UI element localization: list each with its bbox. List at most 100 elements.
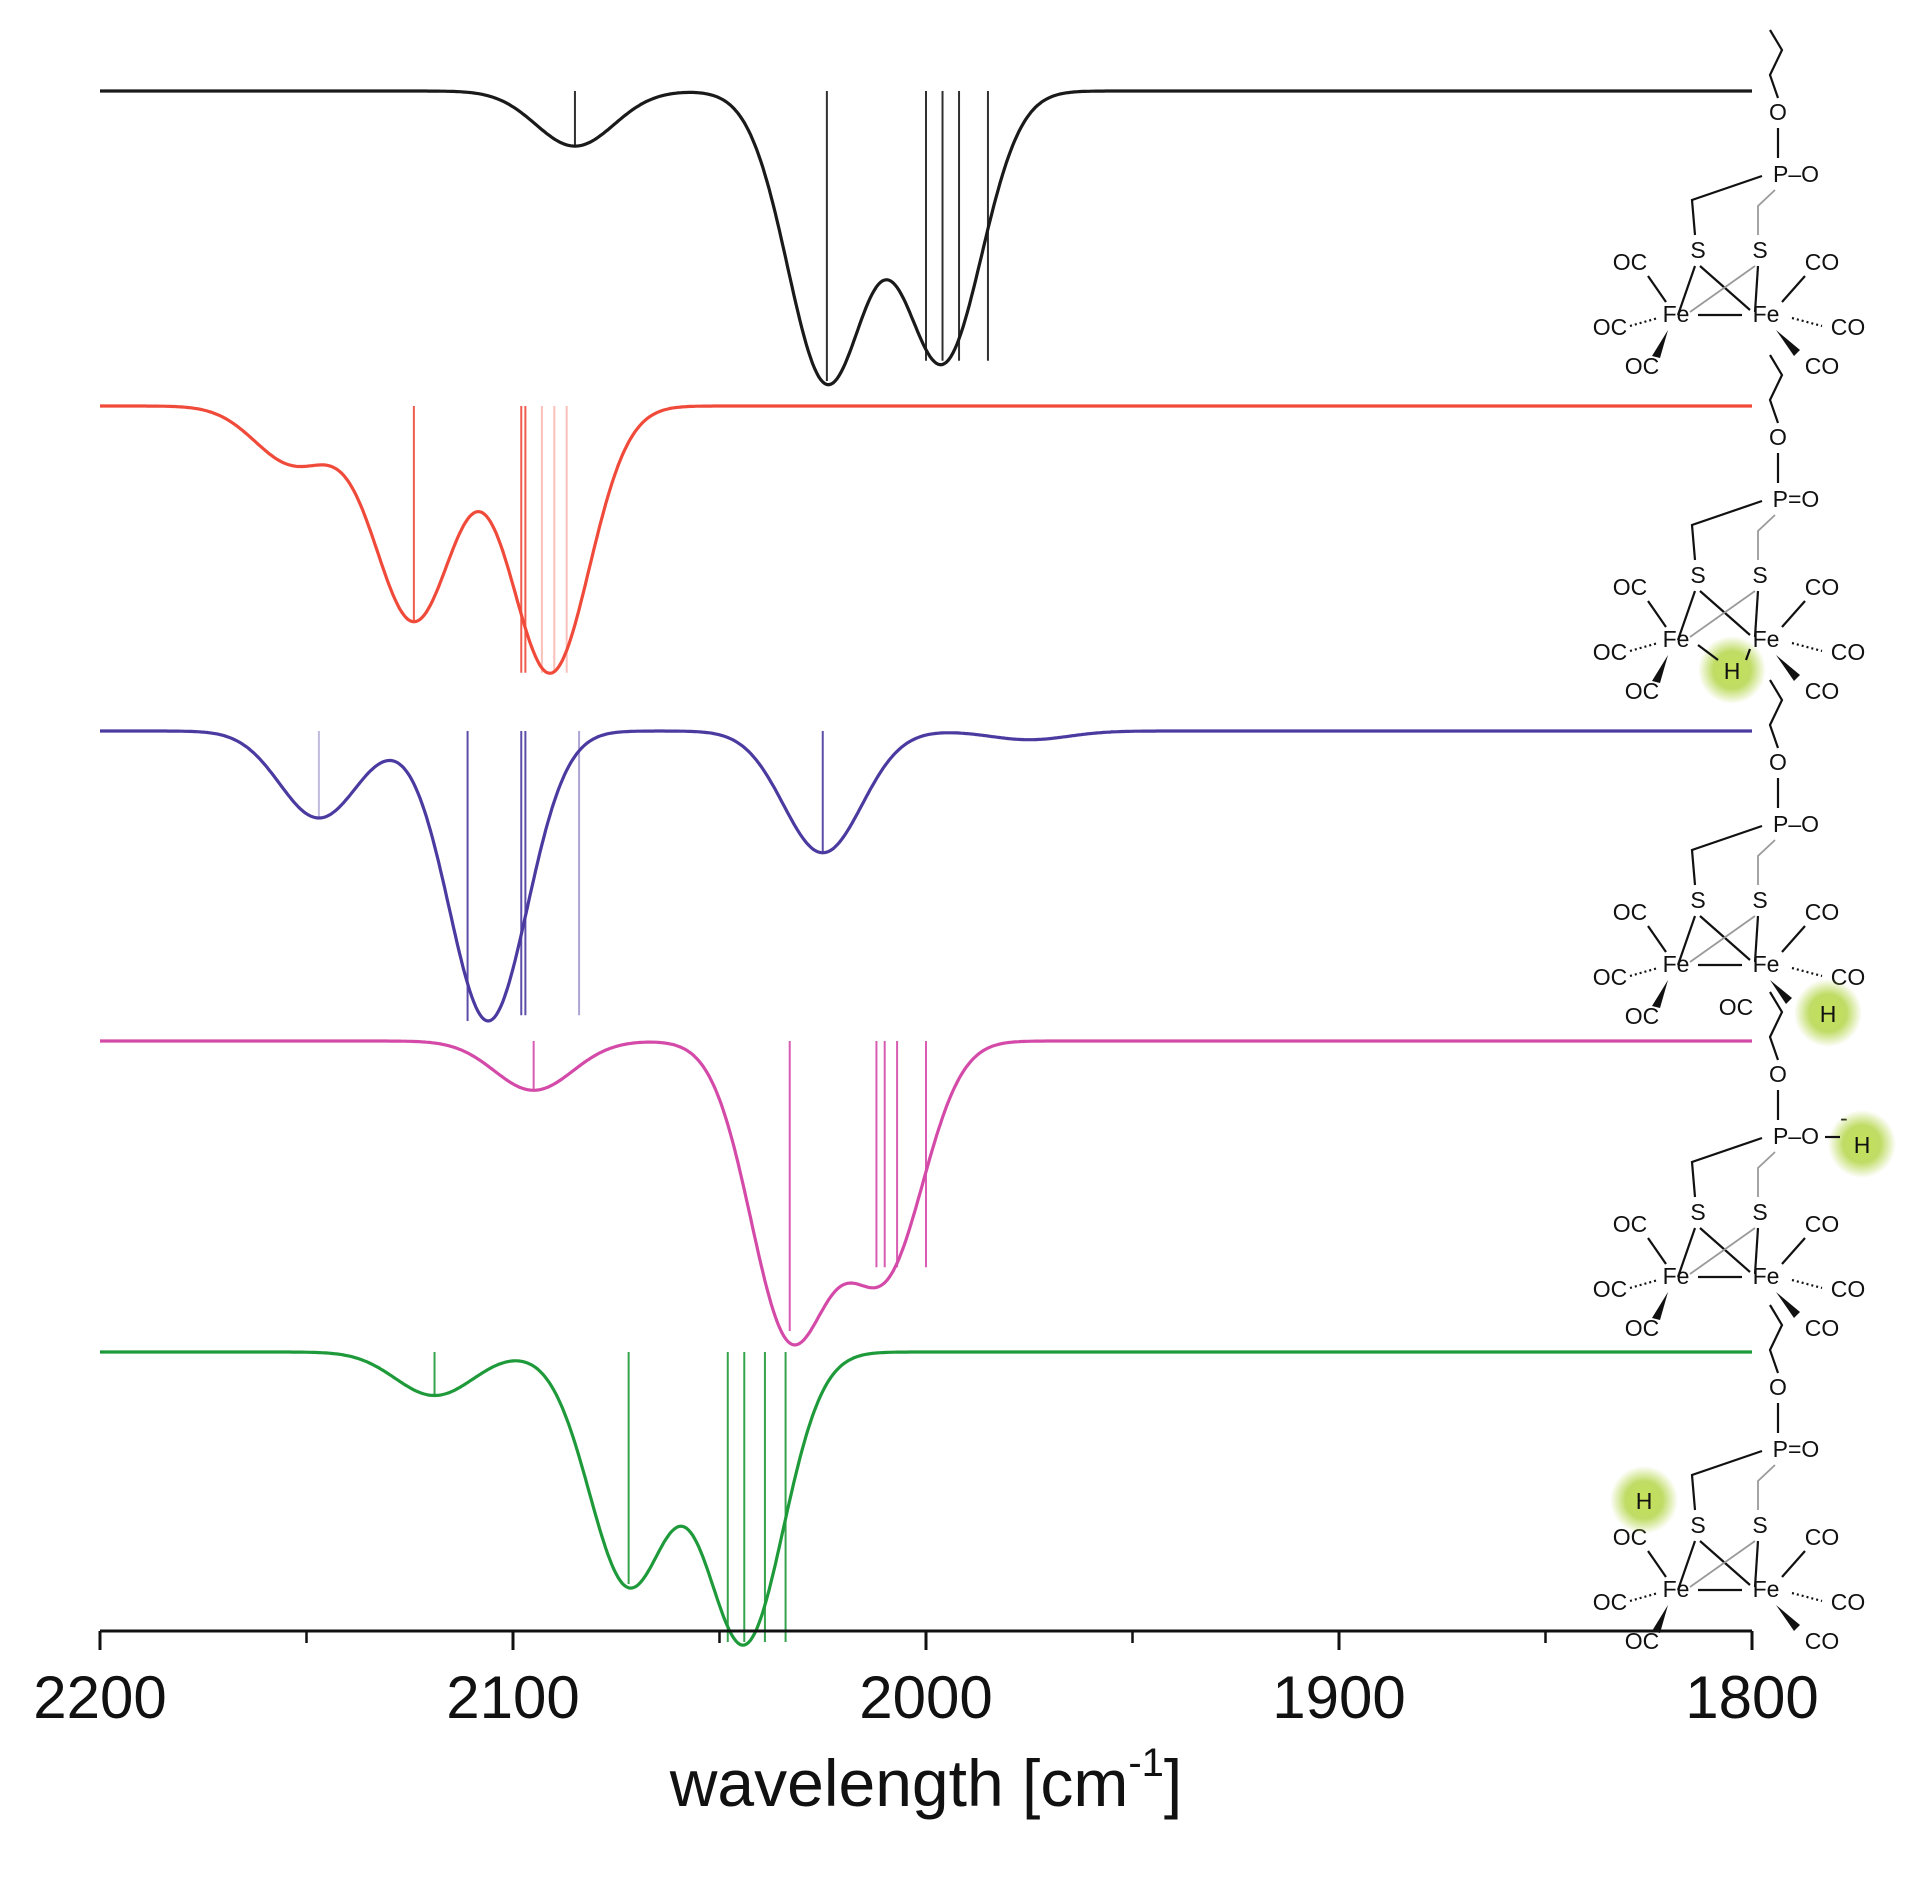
carbonyl-label: CO: [1805, 1628, 1840, 1654]
x-axis-title-superscript: -1: [1128, 1741, 1164, 1785]
fe-co-wedge: [1776, 330, 1800, 356]
sulfur-right-label: S: [1752, 237, 1767, 263]
sulfur-right-label: S: [1752, 887, 1767, 913]
fe-s-bond: [1753, 1227, 1760, 1275]
ethyl-bond: [1768, 1304, 1784, 1374]
fe-s-bond: [1676, 590, 1697, 641]
fe-co-wedge: [1776, 655, 1800, 681]
ester-oxygen-label: O: [1769, 749, 1787, 775]
iron-left-label: Fe: [1663, 626, 1690, 652]
x-axis-ticks: 2200 2100 2000 1900 1800: [33, 1631, 1819, 1731]
fe-s-bond: [1753, 265, 1760, 313]
spectrum-line: [100, 1350, 1752, 1647]
bridge-bond-bold: [1690, 499, 1763, 561]
fe-co-bond: [1781, 925, 1806, 953]
fe-s-bond: [1753, 915, 1760, 963]
phosphorus-label: P=O: [1773, 486, 1820, 512]
sulfur-right-label: S: [1752, 562, 1767, 588]
fe-co-bond: [1647, 1237, 1667, 1265]
x-tick-label: 1800: [1685, 1664, 1818, 1731]
iron-left-label: Fe: [1663, 1576, 1690, 1602]
carbonyl-label: CO: [1805, 1524, 1840, 1550]
hydride-highlight: [1610, 1466, 1678, 1534]
fe-s-bond: [1676, 1540, 1697, 1591]
x-axis-title: wavelength [cm-1]: [669, 1741, 1182, 1820]
phosphorus-label: P–O: [1773, 811, 1819, 837]
fe-s-bond: [1676, 265, 1697, 316]
iron-left-label: Fe: [1663, 1263, 1690, 1289]
fe-co-bond: [1791, 316, 1823, 328]
hydride-highlight: [1828, 1110, 1896, 1178]
spectrum-3: [100, 729, 1752, 1023]
bridge-bond-thin: [1757, 514, 1776, 560]
x-axis-title-close: ]: [1164, 1746, 1182, 1820]
fe-s-bond: [1753, 1540, 1760, 1588]
hydride-label: H: [1854, 1132, 1871, 1158]
ester-oxygen-label: O: [1769, 99, 1787, 125]
carbonyl-label: OC: [1625, 1628, 1660, 1654]
x-axis-title-text: wavelength [cm: [669, 1746, 1129, 1820]
fe-co-bond: [1647, 925, 1667, 953]
carbonyl-label: CO: [1805, 1315, 1840, 1341]
x-tick-label: 1900: [1272, 1664, 1405, 1731]
fe-co-wedge: [1776, 1605, 1800, 1631]
ethyl-bond: [1768, 29, 1784, 99]
ethyl-bond: [1768, 354, 1784, 424]
bridge-bond-bold: [1690, 1449, 1763, 1511]
iron-left-label: Fe: [1663, 951, 1690, 977]
carbonyl-label: OC: [1593, 639, 1628, 665]
carbonyl-label: OC: [1625, 678, 1660, 704]
carbonyl-label: OC: [1593, 1276, 1628, 1302]
spectrum-line: [100, 404, 1752, 675]
carbonyl-label: CO: [1831, 639, 1866, 665]
phosphorus-label: P–O: [1773, 1123, 1819, 1149]
fe-co-bond: [1647, 600, 1667, 628]
carbonyl-label: CO: [1805, 1211, 1840, 1237]
spectrum-1: [100, 89, 1752, 387]
carbonyl-label: OC: [1625, 1003, 1660, 1029]
iron-right-label: Fe: [1753, 951, 1780, 977]
fe-s-bond: [1689, 590, 1756, 638]
carbonyl-label: OC: [1625, 1315, 1660, 1341]
carbonyl-label: CO: [1805, 678, 1840, 704]
fe-co-wedge: [1652, 980, 1668, 1008]
fe-co-bond: [1647, 1550, 1667, 1578]
spectra-layer: [100, 89, 1752, 1647]
fe-co-bond: [1781, 1237, 1806, 1265]
bridge-bond-thin: [1757, 1151, 1776, 1197]
sulfur-left-label: S: [1690, 887, 1705, 913]
fe-co-bond: [1629, 641, 1659, 653]
hydride-label: H: [1636, 1488, 1653, 1514]
carbonyl-label: OC: [1613, 899, 1648, 925]
fe-s-bond: [1689, 1540, 1756, 1588]
carbonyl-label: OC: [1613, 249, 1648, 275]
fe-co-wedge: [1652, 655, 1668, 683]
x-tick-label: 2100: [446, 1664, 579, 1731]
fe-co-bond: [1791, 1278, 1823, 1290]
fe-co-bond: [1791, 1591, 1823, 1603]
fe-co-wedge: [1652, 1605, 1668, 1633]
carbonyl-label: CO: [1831, 314, 1866, 340]
carbonyl-label: OC: [1593, 314, 1628, 340]
fe-co-bond: [1791, 966, 1823, 978]
fe-co-bond: [1781, 275, 1806, 303]
fe-s-bond: [1676, 915, 1697, 966]
carbonyl-label: CO: [1805, 574, 1840, 600]
fe-s-bond: [1676, 1227, 1697, 1278]
fe-co-wedge: [1776, 1292, 1800, 1318]
carbonyl-label: OC: [1613, 1211, 1648, 1237]
sulfur-left-label: S: [1690, 1199, 1705, 1225]
sulfur-right-label: S: [1752, 1199, 1767, 1225]
spectrum-4: [100, 1039, 1752, 1347]
bridge-bond-thin: [1757, 1464, 1776, 1510]
carbonyl-label: CO: [1805, 249, 1840, 275]
iron-right-label: Fe: [1753, 301, 1780, 327]
fe-co-bond: [1781, 1550, 1806, 1578]
fe-s-bond: [1689, 915, 1756, 963]
fe-s-bond: [1689, 1227, 1756, 1275]
sulfur-right-label: S: [1752, 1512, 1767, 1538]
